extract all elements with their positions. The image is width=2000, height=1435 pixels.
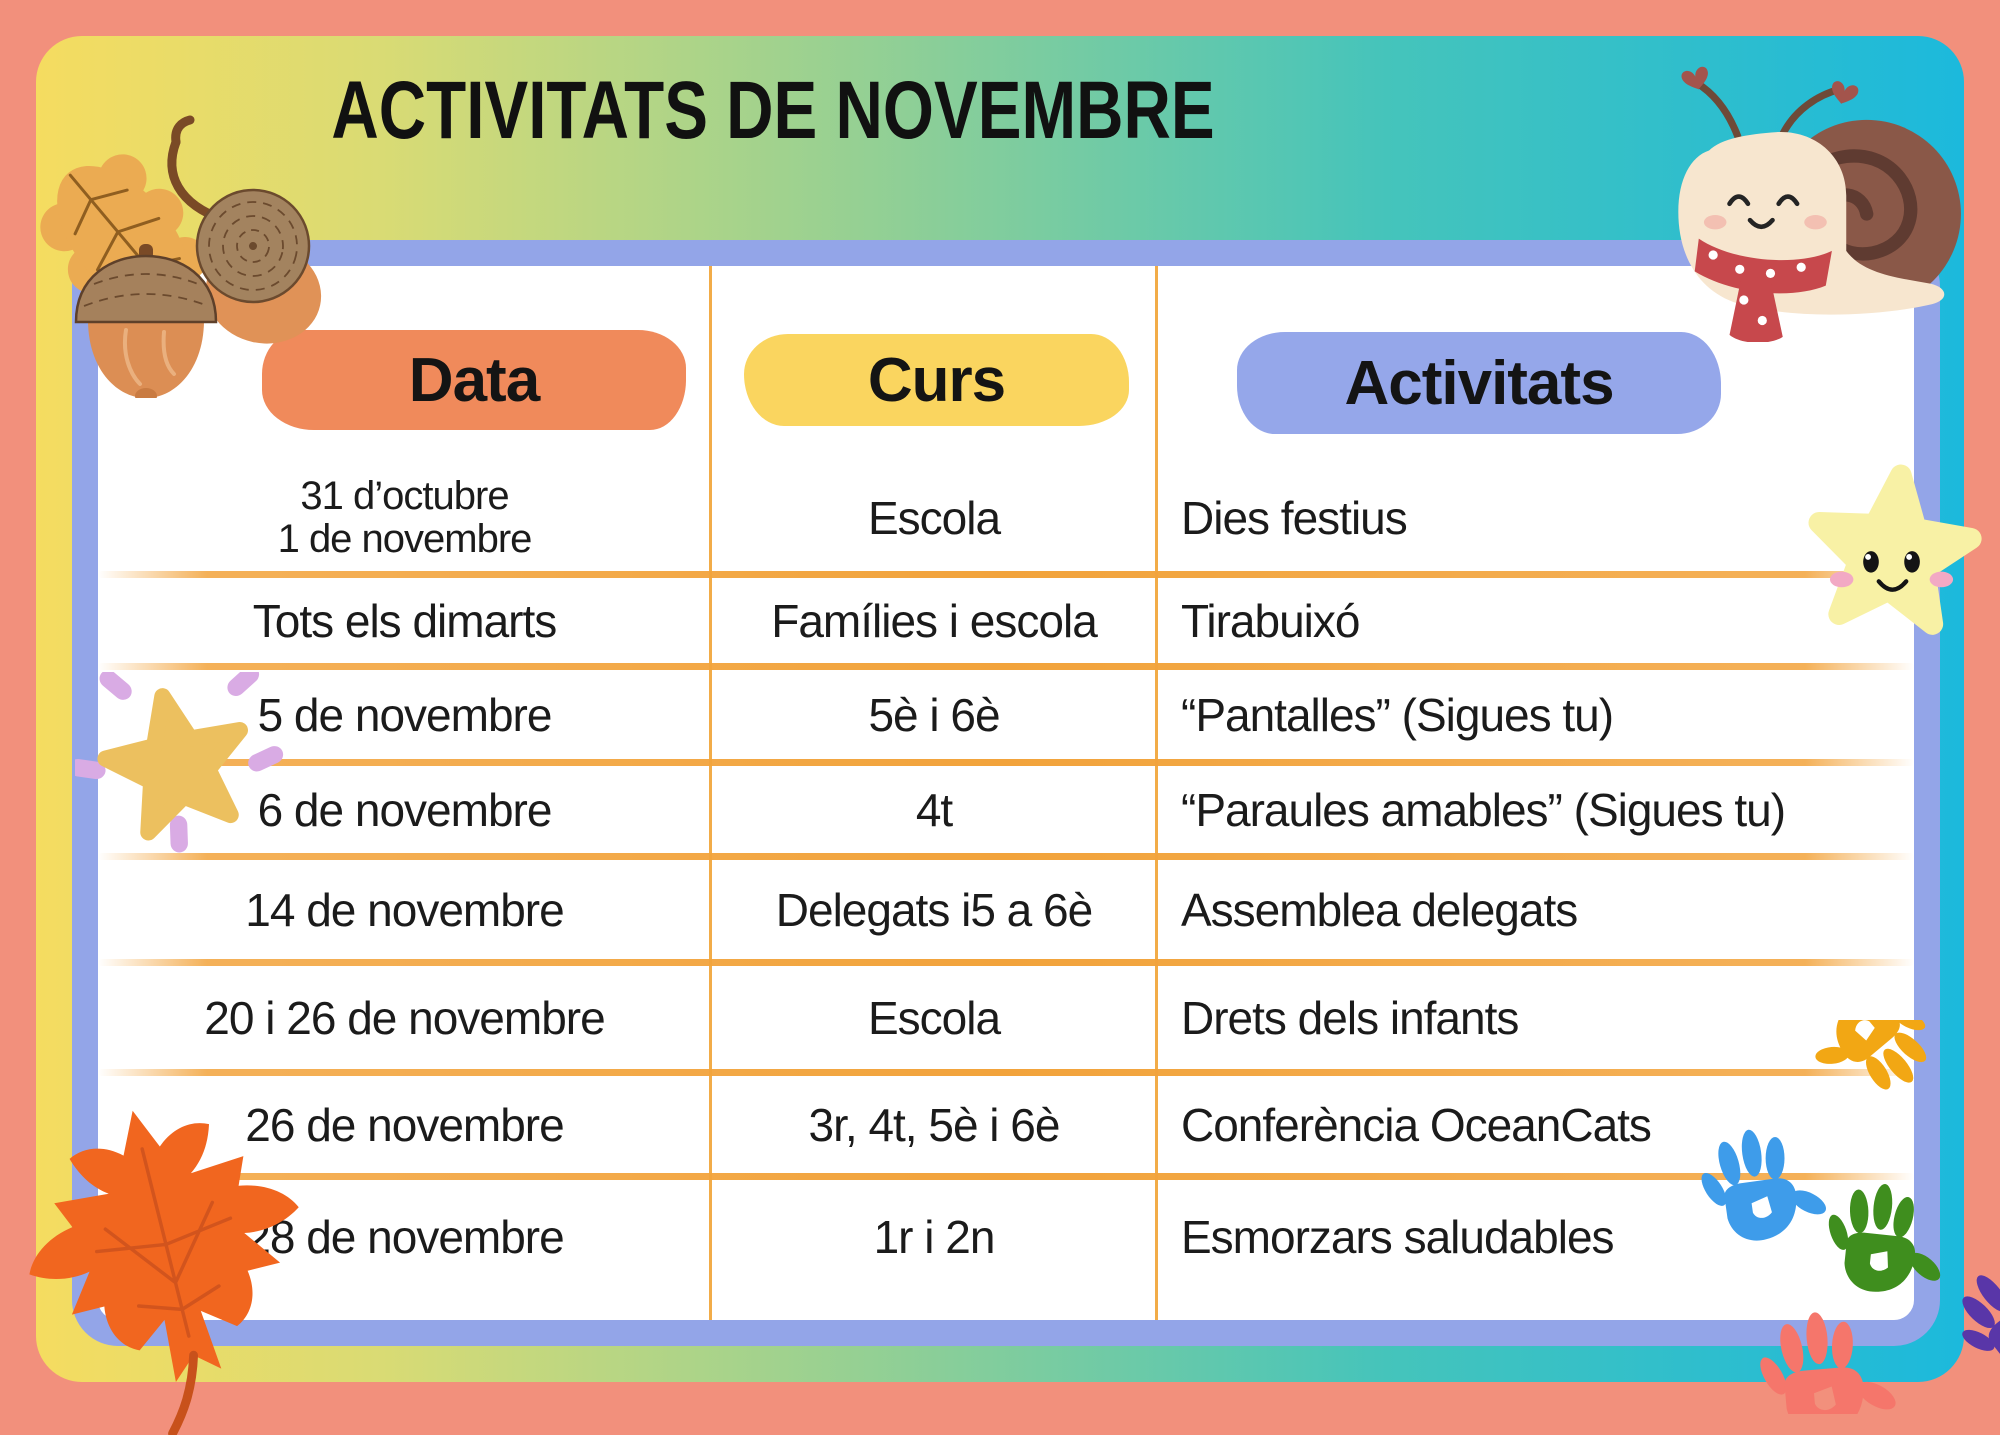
date-line-1: 31 d’octubre bbox=[300, 474, 509, 519]
column-header-data: Data bbox=[262, 330, 686, 430]
table-row: Tots els dimarts Famílies i escola Tirab… bbox=[98, 575, 1914, 667]
cell-curs: Escola bbox=[867, 491, 1001, 544]
row-divider bbox=[98, 759, 1914, 766]
cell-activitats: Dies festius bbox=[1181, 491, 1408, 544]
table-row: 14 de novembre Delegats i5 a 6è Assemble… bbox=[98, 857, 1914, 963]
cell-activitats: Tirabuixó bbox=[1181, 595, 1360, 647]
cell-activitats: Drets dels infants bbox=[1181, 992, 1519, 1044]
date-line-2: 1 de novembre bbox=[277, 516, 533, 561]
cell-data: Tots els dimarts bbox=[252, 595, 558, 647]
table-row: 31 d’octubre 1 de novembre Escola Dies f… bbox=[98, 460, 1914, 575]
cell-data: 26 de novembre bbox=[245, 1099, 564, 1151]
column-header-curs: Curs bbox=[744, 334, 1129, 426]
activities-table: Data Curs Activitats 31 d’octubre 1 de n… bbox=[98, 266, 1914, 1320]
activities-table-panel: Data Curs Activitats 31 d’octubre 1 de n… bbox=[72, 240, 1940, 1346]
cell-curs: 5è i 6è bbox=[868, 689, 1000, 741]
table-row: 5 de novembre 5è i 6è “Pantalles” (Sigue… bbox=[98, 667, 1914, 763]
cell-curs: 4t bbox=[915, 784, 953, 836]
row-divider bbox=[98, 853, 1914, 860]
table-row: 20 i 26 de novembre Escola Drets dels in… bbox=[98, 963, 1914, 1073]
cell-data: 14 de novembre bbox=[245, 884, 564, 936]
row-divider bbox=[98, 571, 1914, 578]
column-header-activitats: Activitats bbox=[1237, 332, 1721, 434]
row-divider bbox=[98, 959, 1914, 966]
cell-curs: 3r, 4t, 5è i 6è bbox=[808, 1099, 1061, 1151]
cell-activitats: “Paraules amables” (Sigues tu) bbox=[1181, 784, 1786, 836]
table-row: 26 de novembre 3r, 4t, 5è i 6è Conferènc… bbox=[98, 1073, 1914, 1177]
table-row: 6 de novembre 4t “Paraules amables” (Sig… bbox=[98, 763, 1914, 857]
cell-curs: Escola bbox=[867, 992, 1001, 1044]
cell-curs: Delegats i5 a 6è bbox=[775, 884, 1093, 936]
cell-data: 28 de novembre bbox=[245, 1211, 564, 1263]
cell-data: 31 d’octubre 1 de novembre bbox=[98, 460, 711, 575]
page-title: ACTIVITATS DE NOVEMBRE bbox=[330, 65, 1215, 156]
cell-data: 6 de novembre bbox=[257, 784, 553, 836]
cell-activitats: Assemblea delegats bbox=[1181, 884, 1578, 936]
cell-data: 20 i 26 de novembre bbox=[204, 992, 605, 1044]
cell-curs: Famílies i escola bbox=[771, 595, 1098, 647]
cell-activitats: Esmorzars saludables bbox=[1181, 1211, 1615, 1263]
column-divider-1 bbox=[709, 266, 712, 1320]
cell-activitats: Conferència OceanCats bbox=[1181, 1099, 1652, 1151]
row-divider bbox=[98, 663, 1914, 670]
cell-activitats: “Pantalles” (Sigues tu) bbox=[1181, 689, 1614, 741]
cell-data: 5 de novembre bbox=[257, 689, 553, 741]
column-divider-2 bbox=[1155, 266, 1158, 1320]
row-divider bbox=[98, 1173, 1914, 1180]
row-divider bbox=[98, 1069, 1914, 1076]
cell-curs: 1r i 2n bbox=[873, 1211, 996, 1263]
table-row: 28 de novembre 1r i 2n Esmorzars saludab… bbox=[98, 1177, 1914, 1297]
